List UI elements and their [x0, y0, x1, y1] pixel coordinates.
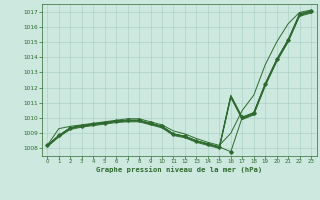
- X-axis label: Graphe pression niveau de la mer (hPa): Graphe pression niveau de la mer (hPa): [96, 167, 262, 173]
